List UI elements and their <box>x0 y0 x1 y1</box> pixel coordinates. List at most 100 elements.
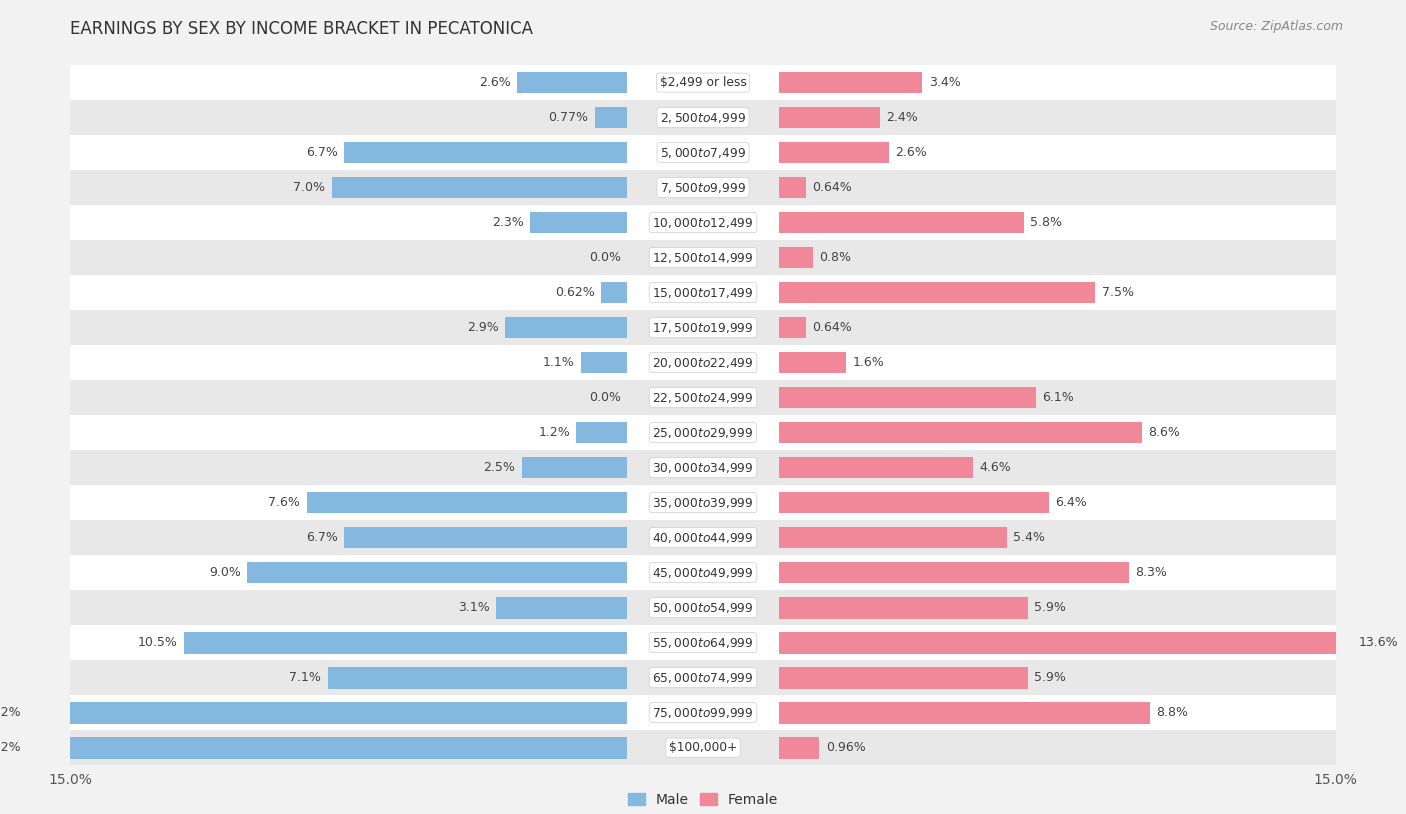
Text: $2,499 or less: $2,499 or less <box>659 77 747 89</box>
Text: 5.9%: 5.9% <box>1035 672 1066 684</box>
Bar <box>70 275 1336 310</box>
Text: 5.8%: 5.8% <box>1029 217 1062 229</box>
Text: 6.1%: 6.1% <box>1043 392 1074 404</box>
Text: 5.4%: 5.4% <box>1012 532 1045 544</box>
Text: $25,000 to $29,999: $25,000 to $29,999 <box>652 426 754 440</box>
Text: $5,000 to $7,499: $5,000 to $7,499 <box>659 146 747 160</box>
Bar <box>70 520 1336 555</box>
Bar <box>779 422 1142 444</box>
Bar <box>779 667 1028 689</box>
Bar <box>70 240 1336 275</box>
Text: $100,000+: $100,000+ <box>669 742 737 754</box>
Text: 9.0%: 9.0% <box>209 567 242 579</box>
Text: 1.6%: 1.6% <box>852 357 884 369</box>
Text: 2.3%: 2.3% <box>492 217 524 229</box>
Bar <box>70 310 1336 345</box>
Text: 0.77%: 0.77% <box>548 112 588 124</box>
Text: 2.4%: 2.4% <box>887 112 918 124</box>
Text: $2,500 to $4,999: $2,500 to $4,999 <box>659 111 747 125</box>
Bar <box>70 345 1336 380</box>
Text: 2.6%: 2.6% <box>479 77 512 89</box>
Bar <box>779 282 1095 304</box>
Text: $55,000 to $64,999: $55,000 to $64,999 <box>652 636 754 650</box>
Text: 1.1%: 1.1% <box>543 357 575 369</box>
Bar <box>70 135 1336 170</box>
Bar <box>779 492 1049 514</box>
Bar <box>70 170 1336 205</box>
Bar <box>70 625 1336 660</box>
Bar <box>581 352 627 374</box>
Bar <box>517 72 627 94</box>
Bar <box>496 597 627 619</box>
Bar <box>530 212 627 234</box>
Text: $40,000 to $44,999: $40,000 to $44,999 <box>652 531 754 545</box>
Bar <box>779 107 880 129</box>
Legend: Male, Female: Male, Female <box>624 789 782 811</box>
Bar <box>779 597 1028 619</box>
Bar <box>779 72 922 94</box>
Text: 7.6%: 7.6% <box>269 497 301 509</box>
Text: 7.5%: 7.5% <box>1102 287 1133 299</box>
Bar <box>779 387 1036 409</box>
Bar <box>247 562 627 584</box>
Bar <box>70 590 1336 625</box>
Bar <box>344 527 627 549</box>
Bar <box>600 282 627 304</box>
Text: Source: ZipAtlas.com: Source: ZipAtlas.com <box>1209 20 1343 33</box>
Bar <box>344 142 627 164</box>
Bar <box>307 492 627 514</box>
Text: $22,500 to $24,999: $22,500 to $24,999 <box>652 391 754 405</box>
Bar <box>70 65 1336 100</box>
Text: $7,500 to $9,999: $7,500 to $9,999 <box>659 181 747 195</box>
Bar <box>70 730 1336 765</box>
Text: $75,000 to $99,999: $75,000 to $99,999 <box>652 706 754 720</box>
Text: EARNINGS BY SEX BY INCOME BRACKET IN PECATONICA: EARNINGS BY SEX BY INCOME BRACKET IN PEC… <box>70 20 533 38</box>
Text: $45,000 to $49,999: $45,000 to $49,999 <box>652 566 754 580</box>
Bar <box>779 702 1150 724</box>
Text: 6.4%: 6.4% <box>1054 497 1087 509</box>
Bar <box>595 107 627 129</box>
Bar <box>779 177 806 199</box>
Text: 2.6%: 2.6% <box>896 147 927 159</box>
Bar <box>70 100 1336 135</box>
Text: 3.1%: 3.1% <box>458 602 491 614</box>
Bar <box>576 422 627 444</box>
Text: 8.6%: 8.6% <box>1147 427 1180 439</box>
Bar <box>70 380 1336 415</box>
Text: 10.5%: 10.5% <box>138 637 177 649</box>
Text: 14.2%: 14.2% <box>0 707 22 719</box>
Text: 0.0%: 0.0% <box>589 392 621 404</box>
Text: $65,000 to $74,999: $65,000 to $74,999 <box>652 671 754 685</box>
Bar <box>328 667 627 689</box>
Text: 6.7%: 6.7% <box>307 532 337 544</box>
Bar <box>779 457 973 479</box>
Bar <box>184 632 627 654</box>
Bar <box>779 247 813 269</box>
Text: $30,000 to $34,999: $30,000 to $34,999 <box>652 461 754 475</box>
Bar <box>779 737 820 759</box>
Text: 13.6%: 13.6% <box>1358 637 1399 649</box>
Bar <box>28 702 627 724</box>
Bar <box>779 527 1007 549</box>
Bar <box>70 205 1336 240</box>
Text: $17,500 to $19,999: $17,500 to $19,999 <box>652 321 754 335</box>
Text: 14.2%: 14.2% <box>0 742 22 754</box>
Text: 2.9%: 2.9% <box>467 322 499 334</box>
Text: 3.4%: 3.4% <box>929 77 960 89</box>
Text: $50,000 to $54,999: $50,000 to $54,999 <box>652 601 754 615</box>
Text: 8.8%: 8.8% <box>1156 707 1188 719</box>
Bar <box>28 737 627 759</box>
Text: $35,000 to $39,999: $35,000 to $39,999 <box>652 496 754 510</box>
Text: 4.6%: 4.6% <box>979 462 1011 474</box>
Bar <box>522 457 627 479</box>
Bar <box>779 317 806 339</box>
Text: 0.64%: 0.64% <box>813 182 852 194</box>
Bar <box>70 450 1336 485</box>
Bar <box>70 415 1336 450</box>
Bar <box>332 177 627 199</box>
Bar <box>70 660 1336 695</box>
Text: 2.5%: 2.5% <box>484 462 515 474</box>
Bar <box>779 142 889 164</box>
Text: 0.8%: 0.8% <box>818 252 851 264</box>
Text: 0.64%: 0.64% <box>813 322 852 334</box>
